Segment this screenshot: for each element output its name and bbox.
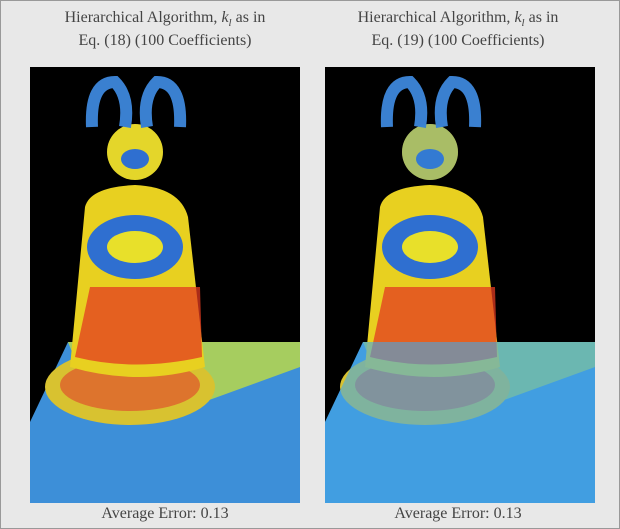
heatmap-image — [325, 67, 595, 503]
subscript: l — [522, 17, 525, 29]
panel-title-line2: Eq. (18) (100 Coefficients) — [79, 32, 252, 49]
title-text: as in — [529, 9, 559, 26]
subscript: l — [229, 17, 232, 29]
caption: Average Error: 0.13 — [101, 505, 228, 522]
panel-title-line2: Eq. (19) (100 Coefficients) — [372, 32, 545, 49]
heatmap-image — [30, 67, 300, 503]
title-text: as in — [236, 9, 266, 26]
panel-title-line1: Hierarchical Algorithm, kl as in — [65, 9, 266, 29]
symbol: k — [514, 9, 522, 26]
title-text: Hierarchical Algorithm, — [358, 9, 511, 26]
caption: Average Error: 0.13 — [394, 505, 521, 522]
symbol: k — [221, 9, 229, 26]
panel-title-line1: Hierarchical Algorithm, kl as in — [358, 9, 559, 29]
title-text: Hierarchical Algorithm, — [65, 9, 218, 26]
